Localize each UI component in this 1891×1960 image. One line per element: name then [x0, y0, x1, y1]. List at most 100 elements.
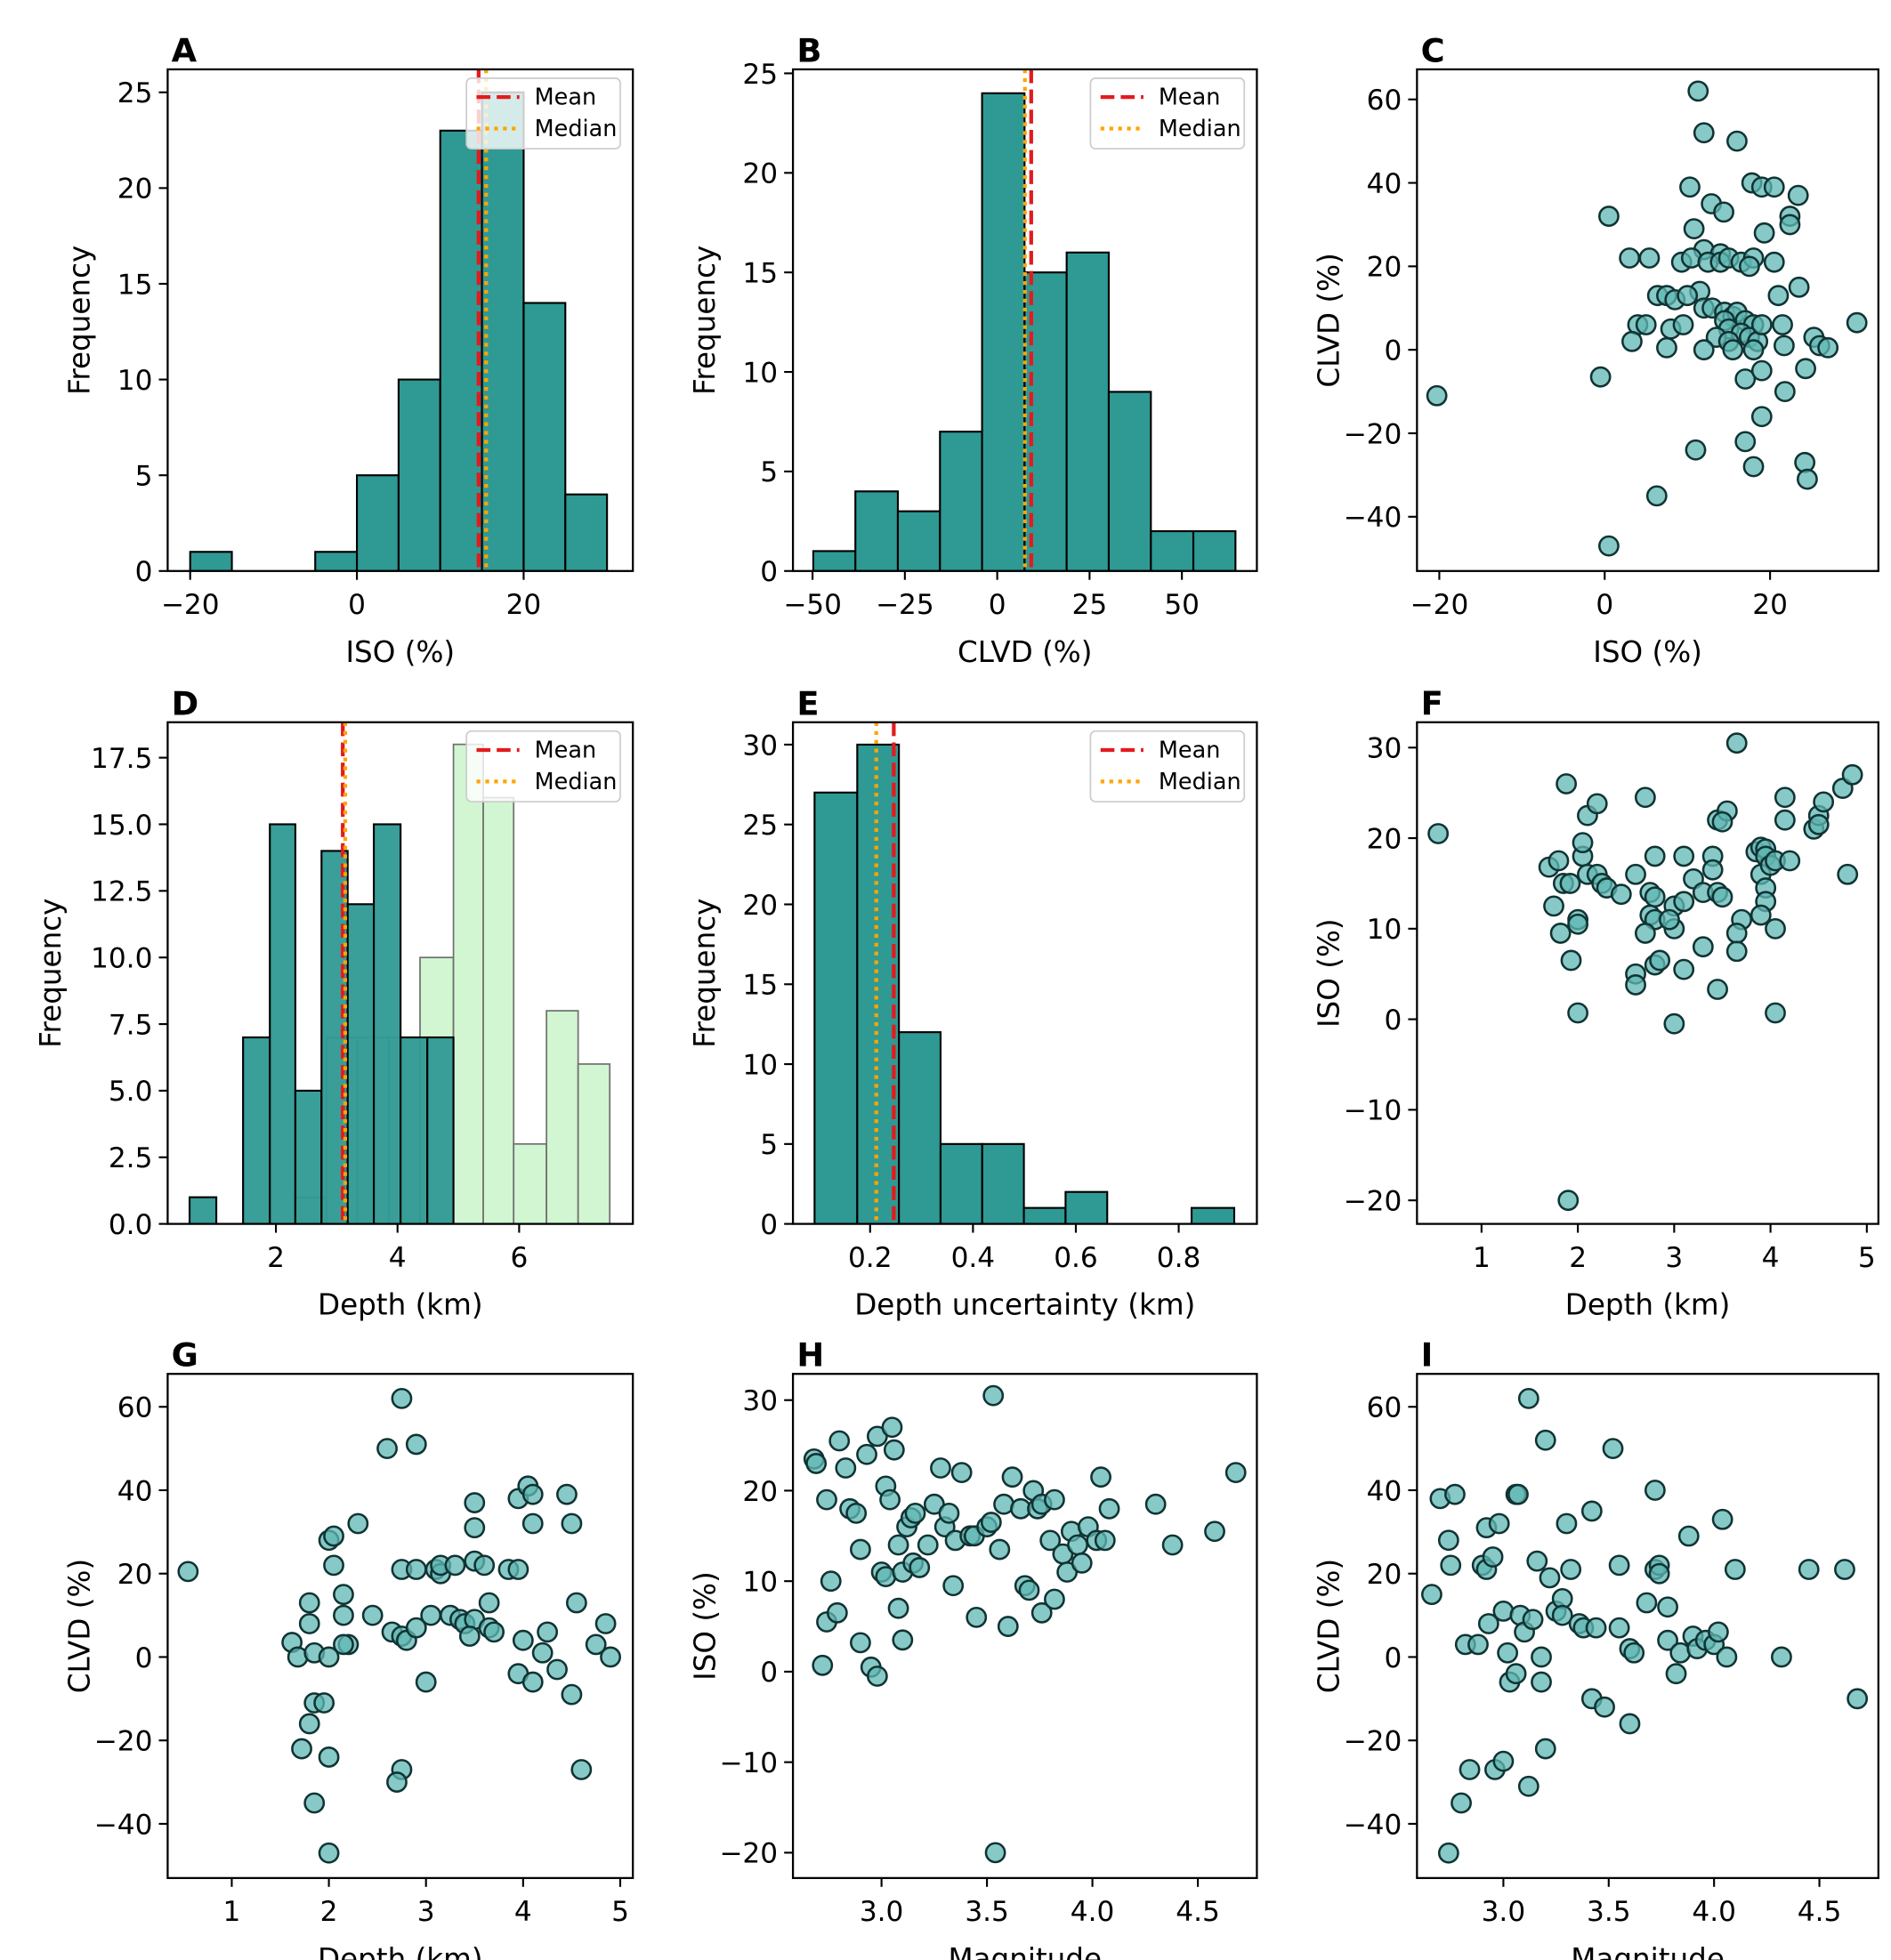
- histogram-bar: [939, 1142, 983, 1224]
- scatter-point: [879, 1488, 901, 1511]
- scatter-point: [850, 1538, 871, 1561]
- scatter-point: [950, 1462, 973, 1484]
- x-tick-label: 0.6: [1054, 1242, 1098, 1274]
- y-tick-label: 60: [1367, 85, 1402, 117]
- scatter-point: [1645, 485, 1668, 507]
- scatter-point: [805, 1453, 828, 1474]
- scatter-point: [323, 1525, 344, 1547]
- scatter-point: [444, 1554, 466, 1577]
- legend-mean-label: Mean: [1159, 737, 1220, 763]
- background-histogram-bar: [577, 1063, 611, 1224]
- scatter-point: [820, 1570, 842, 1593]
- x-tick-label: 0.8: [1157, 1242, 1201, 1274]
- scatter-point: [1585, 1617, 1607, 1639]
- scatter-point: [483, 1621, 505, 1643]
- scatter-point: [561, 1512, 583, 1535]
- y-tick-label: 10: [1367, 914, 1402, 946]
- plot-area: [1421, 1387, 1869, 1864]
- scatter-point: [405, 1433, 427, 1456]
- axes-frame: [1416, 68, 1879, 572]
- background-histogram-bar: [545, 1010, 579, 1224]
- scatter-point: [464, 1492, 486, 1513]
- plot-area: [189, 69, 609, 571]
- scatter-point: [1440, 1554, 1462, 1577]
- scatter-point: [1713, 201, 1734, 223]
- plot-area: [813, 722, 1236, 1224]
- histogram-bar: [1192, 529, 1237, 571]
- scatter-point: [507, 1559, 529, 1580]
- scatter-point: [1421, 1584, 1442, 1606]
- scatter-point: [1677, 285, 1699, 307]
- scatter-point: [546, 1658, 568, 1681]
- scatter-point: [1797, 468, 1818, 490]
- panel-label: B: [796, 31, 821, 69]
- panel-c: −20 0 20 −40 −20 0 20 40 60 ISO (%) CLVD (%) C: [1313, 31, 1879, 669]
- y-tick-label: −40: [1344, 502, 1402, 534]
- y-tick-label: 10: [742, 357, 778, 389]
- scatter-point: [1044, 1488, 1065, 1511]
- x-tick-label: 5: [1858, 1242, 1876, 1274]
- histogram-bar: [981, 92, 1026, 571]
- plot-area: [177, 1387, 621, 1864]
- scatter-point: [1427, 823, 1450, 844]
- scatter-point: [600, 1646, 621, 1668]
- scatter-point: [376, 1438, 398, 1460]
- scatter-point: [1763, 176, 1785, 198]
- x-tick-label: 6: [510, 1242, 528, 1274]
- x-tick-label: 3: [1665, 1242, 1683, 1274]
- scatter-point: [318, 1746, 340, 1768]
- y-tick-label: 40: [1367, 168, 1402, 200]
- scatter-point: [1750, 359, 1773, 382]
- scatter-point: [1559, 873, 1581, 894]
- scatter-point: [1763, 251, 1785, 273]
- y-tick-label: 20: [742, 158, 778, 190]
- y-axis-label: Frequency: [63, 246, 97, 395]
- scatter-point: [1459, 1759, 1481, 1780]
- x-axis-label: Depth (km): [318, 1288, 483, 1322]
- scatter-point: [982, 1384, 1005, 1407]
- scatter-point: [405, 1617, 427, 1639]
- histogram-bar: [294, 1089, 323, 1224]
- scatter-point: [298, 1713, 320, 1735]
- scatter-point: [323, 1554, 344, 1577]
- scatter-point: [1707, 979, 1728, 1000]
- histogram-bar: [269, 823, 296, 1224]
- scatter-point: [1556, 1512, 1578, 1535]
- y-tick-label: 60: [117, 1392, 153, 1424]
- y-tick-label: 15.0: [91, 810, 152, 842]
- scatter-point: [1608, 1554, 1630, 1577]
- x-tick-label: −20: [1410, 589, 1469, 621]
- scatter-point: [1560, 1559, 1582, 1580]
- x-tick-label: 4.5: [1798, 1896, 1842, 1928]
- histogram-bar: [1064, 1190, 1109, 1224]
- histogram-bar: [812, 550, 857, 571]
- scatter-point: [1598, 535, 1620, 557]
- y-tick-label: 15: [117, 269, 153, 301]
- legend-median-label: Median: [535, 769, 618, 795]
- scatter-point: [1531, 1671, 1552, 1693]
- legend-median-label: Median: [535, 116, 618, 142]
- y-tick-label: 20: [1367, 1559, 1402, 1591]
- scatter-point: [1738, 255, 1760, 278]
- scatter-point: [1608, 1617, 1630, 1639]
- scatter-point: [1477, 1613, 1499, 1634]
- y-tick-label: 0: [760, 1209, 778, 1241]
- x-tick-label: 3.5: [965, 1896, 1009, 1928]
- scatter-point: [980, 1512, 1002, 1533]
- scatter-point: [1711, 1508, 1733, 1530]
- scatter-point: [333, 1584, 354, 1606]
- y-axis-label: ISO (%): [1313, 918, 1346, 1028]
- histogram-bar: [1107, 391, 1152, 571]
- panel-b: Mean Median −50 −25 0 25 50 0 5 10 15 20 25 CLVD (%) F…: [688, 31, 1258, 669]
- histogram-bar: [426, 1036, 455, 1224]
- y-tick-label: 30: [742, 730, 778, 762]
- scatter-point: [391, 1387, 413, 1409]
- scatter-point: [1677, 1525, 1700, 1547]
- y-tick-label: 25: [742, 810, 778, 842]
- plot-area: [803, 1384, 1247, 1864]
- scatter-point: [561, 1683, 583, 1706]
- scatter-point: [887, 1534, 909, 1556]
- axes-frame: [1416, 1373, 1879, 1880]
- y-tick-label: −40: [1344, 1809, 1402, 1841]
